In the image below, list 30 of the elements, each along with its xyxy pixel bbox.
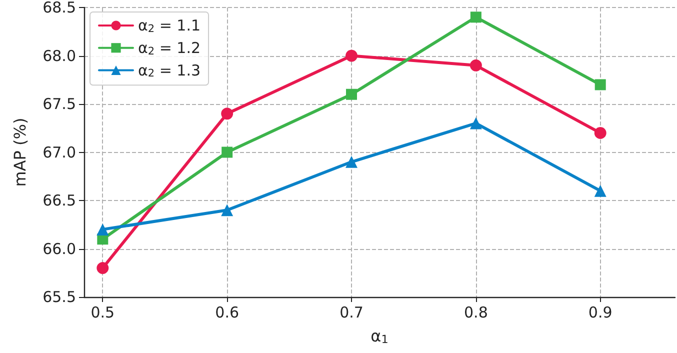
x-tick-label: 0.9 — [588, 304, 612, 322]
point — [96, 223, 109, 236]
point — [346, 88, 358, 100]
y-tick-label: 67.5 — [42, 95, 76, 113]
x-tick-label: 0.7 — [340, 304, 364, 322]
point — [470, 117, 482, 130]
point — [221, 108, 234, 120]
legend-label: α2 = 1.3 — [138, 61, 201, 80]
y-tick-label: 67.0 — [42, 143, 76, 162]
y-tick-label: 65.5 — [42, 288, 76, 306]
legend-label: α2 = 1.1 — [138, 16, 201, 35]
legend-label: α2 = 1.2 — [138, 38, 201, 58]
x-tick-label: 0.5 — [90, 304, 115, 322]
point — [222, 146, 233, 158]
point — [221, 204, 234, 216]
y-tick-label: 66.5 — [42, 192, 76, 210]
point — [470, 12, 482, 23]
point — [96, 262, 109, 274]
y-tick-label: 68.0 — [42, 46, 76, 65]
y-tick-label: 66.0 — [42, 240, 76, 258]
point — [346, 156, 358, 168]
x-tick-label: 0.8 — [464, 304, 488, 322]
point — [594, 79, 606, 90]
point — [346, 50, 358, 62]
y-axis-title: mAP (%) — [10, 118, 30, 187]
y-tick-label: 68.5 — [42, 0, 76, 16]
point — [470, 59, 482, 72]
point — [594, 126, 606, 139]
point — [594, 184, 606, 197]
x-tick-label: 0.6 — [215, 304, 240, 322]
